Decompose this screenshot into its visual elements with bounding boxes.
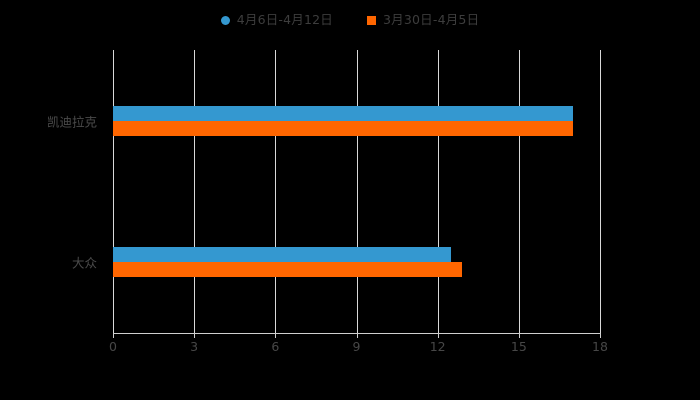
category-label-1: 大众 xyxy=(71,255,97,271)
x-tick-label: 0 xyxy=(109,339,117,354)
bar-0-series-0[interactable] xyxy=(113,105,573,121)
bar-0-series-1[interactable] xyxy=(113,120,573,136)
x-tick-mark-6 xyxy=(600,333,601,338)
gridline-x-5 xyxy=(518,50,520,333)
legend-entry-1[interactable]: 3月30日-4月5日 xyxy=(367,10,479,30)
gridline-x-3 xyxy=(356,50,358,333)
x-tick-label: 15 xyxy=(510,339,527,354)
x-tick-mark-3 xyxy=(356,333,358,338)
legend-label: 4月6日-4月12日 xyxy=(236,12,333,27)
x-tick-mark-2 xyxy=(275,333,277,338)
legend-entry-0[interactable]: 4月6日-4月12日 xyxy=(220,10,333,30)
x-tick-label: 12 xyxy=(429,339,446,354)
gridline-x-2 xyxy=(275,50,277,333)
bar-1-series-0[interactable] xyxy=(113,247,452,263)
x-tick-mark-4 xyxy=(437,333,439,338)
x-tick-label: 18 xyxy=(592,339,608,354)
x-tick-mark-0 xyxy=(113,333,114,338)
category-label-axis: 凯迪拉克大众 xyxy=(0,50,105,333)
legend-label: 3月30日-4月5日 xyxy=(383,12,480,27)
bar-1-series-1[interactable] xyxy=(113,262,463,278)
circle-marker-icon xyxy=(220,15,230,25)
category-label-0: 凯迪拉克 xyxy=(46,114,97,130)
x-tick-label: 9 xyxy=(352,339,361,354)
x-tick-label: 3 xyxy=(190,339,199,354)
x-tick-mark-1 xyxy=(194,333,196,338)
chart-legend: 4月6日-4月12日 3月30日-4月5日 xyxy=(0,10,700,30)
plot-area: 0 3 6 9 12 15 18 xyxy=(109,50,608,354)
square-marker-icon xyxy=(367,15,376,25)
gridline-x-6 xyxy=(600,50,601,333)
gridline-x-0 xyxy=(113,50,114,333)
x-tick-mark-5 xyxy=(518,333,520,338)
x-tick-label: 6 xyxy=(271,339,280,354)
gridline-x-1 xyxy=(194,50,196,333)
gridline-x-4 xyxy=(437,50,439,333)
